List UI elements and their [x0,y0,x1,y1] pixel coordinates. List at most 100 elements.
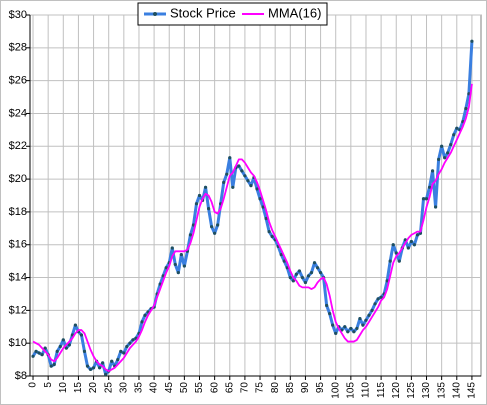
data-point [104,372,108,376]
y-tick-label: $12 [9,304,27,316]
data-point [464,106,468,111]
x-tick-label: 85 [285,382,296,394]
x-tick-label: 40 [149,382,160,394]
data-point [119,349,123,353]
data-point [331,323,335,327]
data-point [328,312,332,316]
data-point [349,326,353,331]
x-tick-label: 90 [300,382,311,394]
x-tick-label: 100 [330,382,341,399]
data-point [37,351,41,355]
x-tick-label: 30 [118,382,129,394]
data-point [206,207,211,211]
data-point [213,231,217,235]
x-tick-label: 75 [255,382,266,394]
data-point [470,39,474,43]
data-point [440,144,444,148]
data-point [412,243,417,247]
data-point [49,364,53,368]
data-point [430,169,435,173]
data-point [170,246,174,250]
data-point [409,239,413,244]
data-point [270,234,274,239]
data-point [373,302,377,306]
data-point [452,133,456,137]
plot-area [29,14,482,377]
data-point [131,338,135,342]
data-point [228,156,232,160]
y-tick-label: $20 [9,173,27,185]
x-tick-label: 120 [391,382,402,399]
data-point [61,338,65,342]
x-tick-label: 15 [73,382,84,394]
data-point [116,357,120,362]
x-tick-label: 95 [315,382,326,394]
legend [137,2,328,26]
x-tick-label: 105 [345,382,356,399]
data-point [43,346,47,350]
data-point [85,364,90,368]
data-point [143,313,147,317]
data-point [315,266,320,270]
data-point [58,344,62,349]
data-point [110,359,114,363]
data-point [34,349,38,353]
x-tick-label: 25 [103,382,114,394]
data-point [249,184,253,188]
x-tick-label: 140 [451,382,462,399]
data-point [225,172,229,176]
data-point [176,271,180,275]
x-tick-label: 130 [421,382,432,399]
data-point [264,216,268,221]
x-tick-label: 45 [164,382,175,394]
data-point [279,252,283,257]
data-point [391,243,395,247]
x-tick-label: 80 [270,382,281,394]
data-point [101,361,105,365]
y-tick-label: $14 [9,271,27,283]
data-point [291,279,295,283]
series-line [32,83,473,372]
data-point [352,330,356,334]
y-tick-label: $16 [9,239,27,251]
y-tick-label: $18 [9,206,27,218]
data-point [437,157,441,161]
data-point [173,262,177,267]
data-point [64,346,68,350]
data-point [427,185,432,189]
data-point [367,313,371,317]
x-tick-label: 70 [240,382,251,394]
data-point [355,326,359,331]
data-point [306,274,311,278]
data-point [67,343,71,347]
data-point [334,331,338,335]
data-point [433,205,438,209]
data-point [222,180,226,184]
data-point [40,353,44,357]
data-point [91,366,96,370]
y-tick-label: $28 [9,42,27,54]
x-tick-label: 135 [436,382,447,399]
data-point [415,233,420,237]
y-tick-label: $22 [9,140,27,152]
x-tick-label: 55 [194,382,205,394]
data-point [424,197,429,201]
data-point [358,316,362,321]
x-tick-label: 5 [43,382,54,388]
data-point [388,259,392,263]
data-point [98,366,102,370]
legend-label: Stock Price [170,5,236,20]
data-point [79,333,84,337]
data-point [343,325,347,329]
x-tick-label: 20 [88,382,99,394]
data-point [394,251,398,255]
data-point [255,187,259,191]
data-point [364,318,368,322]
y-tick-label: $24 [9,107,27,119]
x-tick-label: 50 [179,382,190,394]
data-point [297,269,301,273]
data-point [370,308,374,312]
data-point [194,202,199,206]
data-point [182,264,186,268]
data-point [164,266,168,270]
